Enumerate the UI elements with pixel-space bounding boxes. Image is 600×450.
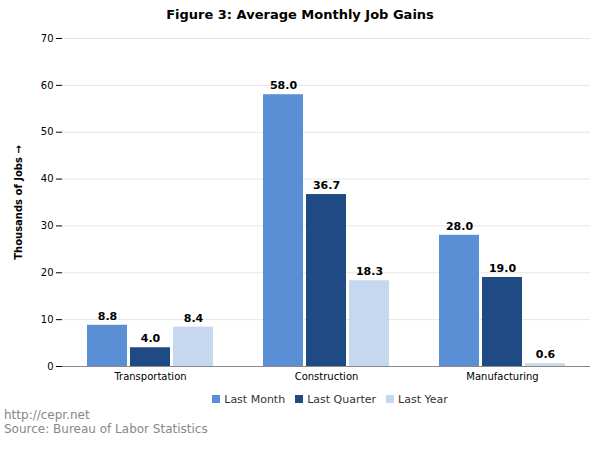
html-text:Last Quarter: Last Quarter — [307, 392, 376, 406]
svg-text:30: 30 — [41, 220, 54, 231]
html-text:Source: Bureau of Labor Statis: Source: Bureau of Labor Statistics — [4, 422, 208, 436]
svg-text:70: 70 — [41, 33, 54, 44]
svg-text:0.6: 0.6 — [536, 348, 556, 361]
svg-text:60: 60 — [41, 80, 54, 91]
html-text:Last Month: Last Month — [224, 392, 286, 406]
svg-text:58.0: 58.0 — [270, 79, 297, 92]
svg-text:4.0: 4.0 — [141, 332, 161, 345]
svg-text:Transportation: Transportation — [113, 371, 186, 382]
svg-text:28.0: 28.0 — [446, 220, 473, 233]
svg-text:40: 40 — [41, 173, 54, 184]
svg-text:8.4: 8.4 — [184, 312, 204, 325]
html-text:http://cepr.net: http://cepr.net — [4, 408, 90, 422]
svg-text:20: 20 — [41, 267, 54, 278]
svg-text:8.8: 8.8 — [98, 310, 118, 323]
svg-text:18.3: 18.3 — [356, 265, 383, 278]
html-text:Last Year: Last Year — [398, 392, 448, 406]
svg-text:Thousands of Jobs →: Thousands of Jobs → — [13, 145, 24, 260]
svg-text:0: 0 — [47, 361, 53, 372]
svg-text:50: 50 — [41, 126, 54, 137]
svg-text:19.0: 19.0 — [489, 262, 516, 275]
svg-text:10: 10 — [41, 314, 54, 325]
svg-text:Construction: Construction — [295, 371, 359, 382]
svg-text:36.7: 36.7 — [313, 179, 340, 192]
html-text:Figure 3: Average Monthly Job: Figure 3: Average Monthly Job Gains — [166, 7, 434, 22]
svg-text:Manufacturing: Manufacturing — [466, 371, 538, 382]
